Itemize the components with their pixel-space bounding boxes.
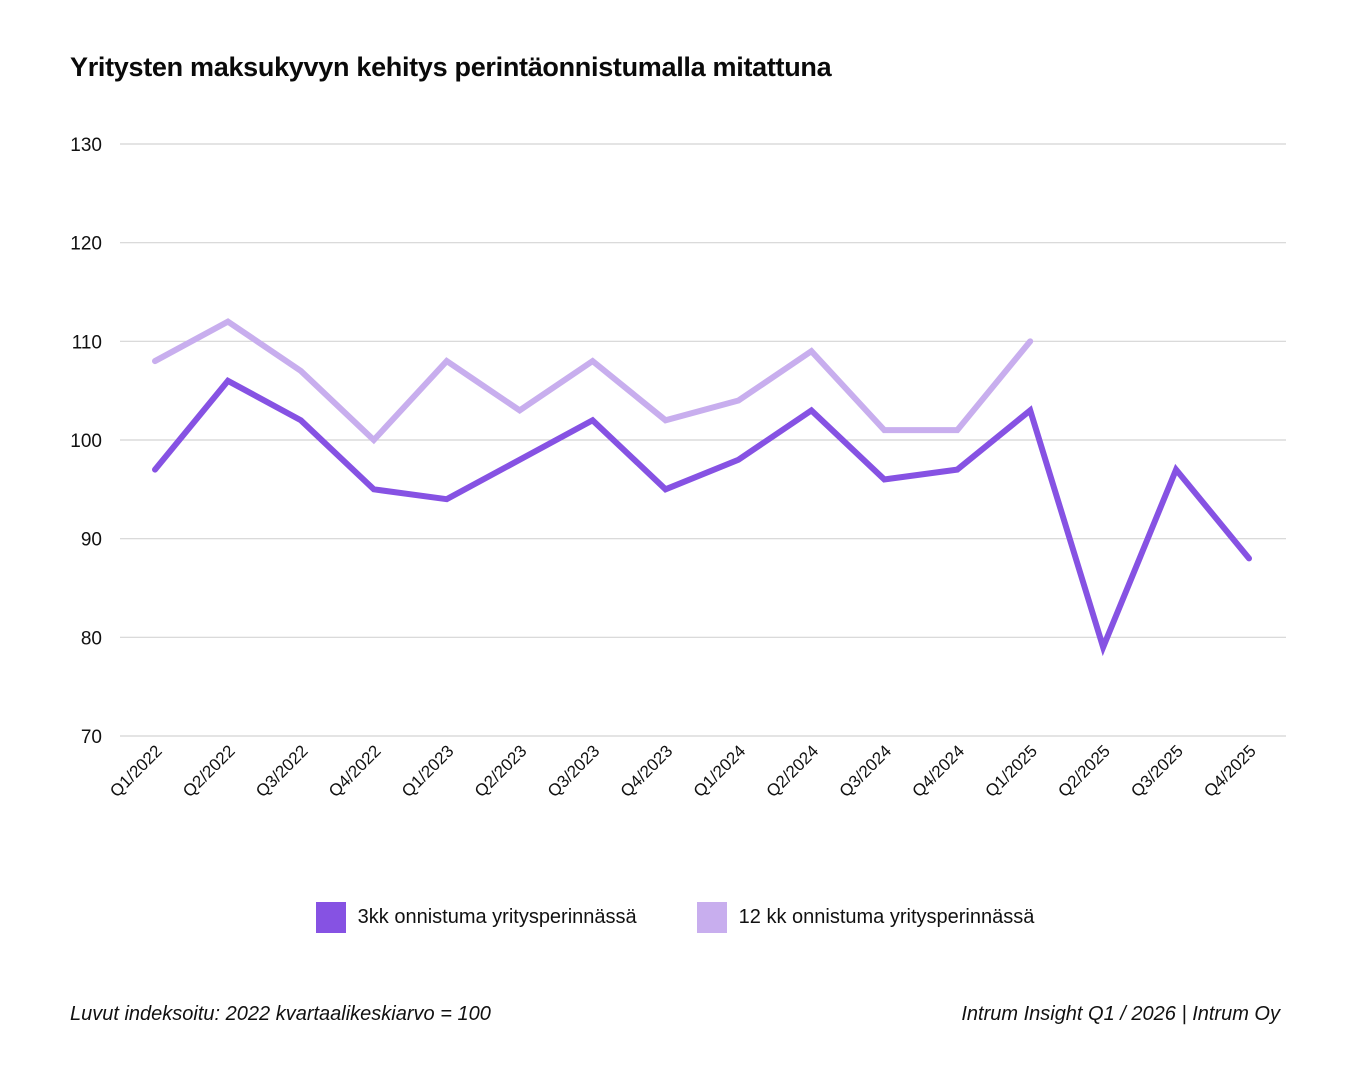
- x-tick-label: Q4/2024: [909, 741, 969, 801]
- y-tick-label: 120: [70, 234, 102, 255]
- legend-label-3kk: 3kk onnistuma yritysperinnässä: [357, 906, 637, 928]
- x-tick-label: Q1/2025: [981, 741, 1041, 801]
- x-tick-label: Q1/2024: [690, 741, 750, 801]
- y-tick-label: 90: [81, 530, 102, 551]
- legend: 3kk onnistuma yritysperinnässä 12 kk onn…: [0, 902, 1350, 933]
- x-tick-label: Q3/2025: [1127, 741, 1187, 801]
- y-axis-labels: 70 80 90 100 110 120 130: [70, 135, 102, 748]
- gridlines: [120, 143, 1286, 737]
- x-tick-label: Q2/2025: [1054, 741, 1114, 801]
- y-tick-label: 130: [70, 135, 102, 156]
- legend-swatch-12kk: [696, 902, 727, 933]
- series-line: [152, 318, 1034, 445]
- source-note: Intrum Insight Q1 / 2026 | Intrum Oy: [961, 1003, 1280, 1025]
- x-tick-label: Q4/2023: [617, 741, 677, 801]
- x-tick-label: Q4/2025: [1200, 741, 1260, 801]
- legend-item-12kk: 12 kk onnistuma yritysperinnässä: [696, 902, 1035, 933]
- legend-swatch-3kk: [315, 902, 346, 933]
- x-tick-label: Q2/2023: [471, 741, 531, 801]
- chart-title: Yritysten maksukyvyn kehitys perintäonni…: [70, 52, 832, 82]
- y-tick-label: 80: [81, 628, 102, 649]
- y-tick-label: 110: [72, 332, 102, 353]
- data-lines: [152, 318, 1252, 657]
- index-note: Luvut indeksoitu: 2022 kvartaalikeskiarv…: [70, 1003, 491, 1025]
- x-tick-label: Q1/2022: [106, 741, 166, 801]
- series-line: [152, 376, 1252, 657]
- x-tick-label: Q1/2023: [398, 741, 458, 801]
- x-tick-label: Q3/2024: [836, 741, 896, 801]
- x-tick-label: Q3/2022: [252, 741, 312, 801]
- x-tick-label: Q2/2024: [763, 741, 823, 801]
- legend-item-3kk: 3kk onnistuma yritysperinnässä: [315, 902, 637, 933]
- y-tick-label: 100: [70, 431, 102, 452]
- x-axis-labels: Q1/2022 Q2/2022 Q3/2022 Q4/2022 Q1/2023 Q2/20…: [106, 741, 1260, 801]
- x-tick-label: Q2/2022: [179, 741, 239, 801]
- legend-label-12kk: 12 kk onnistuma yritysperinnässä: [738, 906, 1035, 928]
- x-tick-label: Q4/2022: [325, 741, 385, 801]
- y-tick-label: 70: [81, 727, 102, 748]
- x-tick-label: Q3/2023: [544, 741, 604, 801]
